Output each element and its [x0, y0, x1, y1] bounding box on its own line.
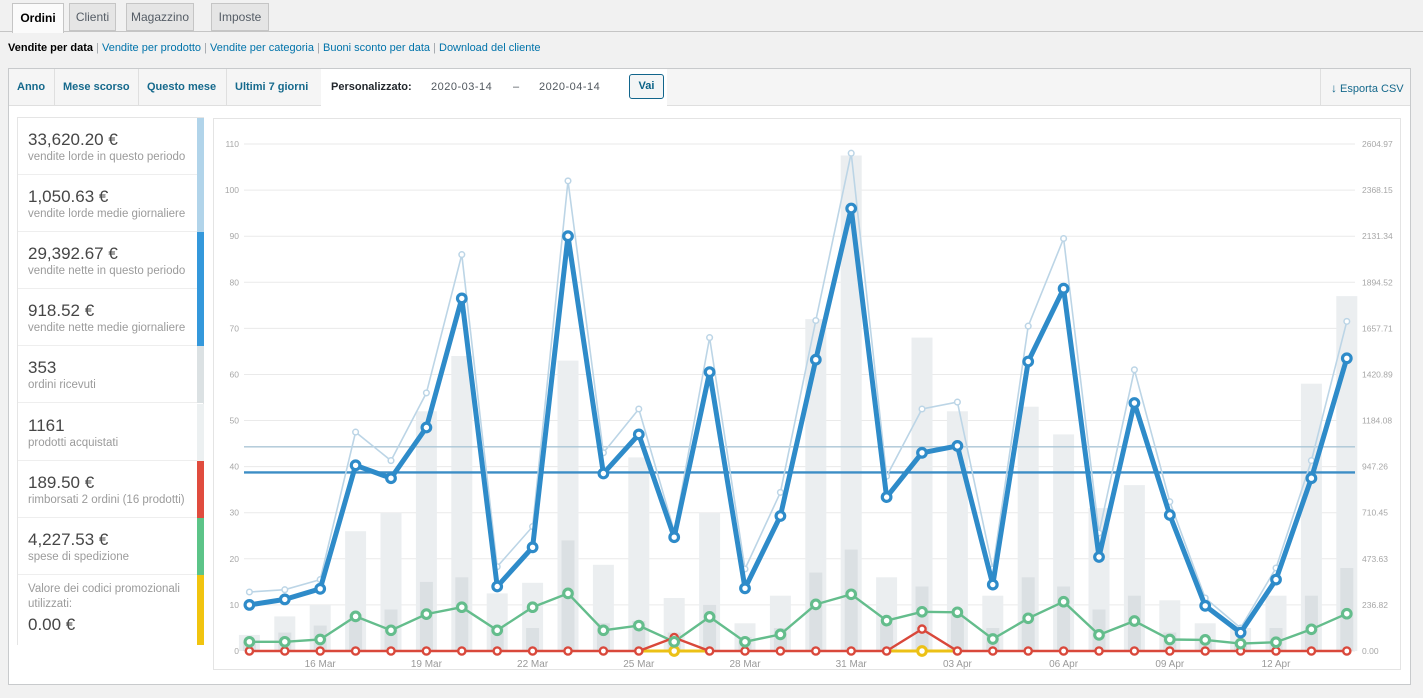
svg-text:31 Mar: 31 Mar — [836, 659, 868, 670]
svg-text:2368.15: 2368.15 — [1362, 185, 1393, 195]
svg-text:50: 50 — [230, 416, 240, 426]
svg-text:100: 100 — [225, 185, 239, 195]
svg-text:1184.08: 1184.08 — [1362, 416, 1392, 426]
svg-text:70: 70 — [230, 323, 240, 333]
svg-text:12 Apr: 12 Apr — [1262, 659, 1292, 670]
svg-text:110: 110 — [225, 139, 239, 149]
svg-text:09 Apr: 09 Apr — [1155, 659, 1185, 670]
svg-text:40: 40 — [230, 462, 240, 472]
svg-text:0: 0 — [234, 646, 239, 656]
svg-text:30: 30 — [230, 508, 240, 518]
svg-text:16 Mar: 16 Mar — [305, 659, 337, 670]
svg-text:20: 20 — [230, 554, 240, 564]
svg-text:80: 80 — [230, 277, 240, 287]
svg-text:19 Mar: 19 Mar — [411, 659, 443, 670]
svg-text:1420.89: 1420.89 — [1362, 370, 1393, 380]
svg-text:03 Apr: 03 Apr — [943, 659, 973, 670]
svg-text:710.45: 710.45 — [1362, 508, 1388, 518]
svg-text:06 Apr: 06 Apr — [1049, 659, 1079, 670]
svg-text:236.82: 236.82 — [1362, 600, 1388, 610]
svg-text:1657.71: 1657.71 — [1362, 323, 1393, 333]
svg-text:28 Mar: 28 Mar — [729, 659, 761, 670]
svg-text:0.00: 0.00 — [1362, 646, 1379, 656]
svg-text:2604.97: 2604.97 — [1362, 139, 1393, 149]
svg-text:473.63: 473.63 — [1362, 554, 1388, 564]
svg-text:25 Mar: 25 Mar — [623, 659, 655, 670]
svg-text:22 Mar: 22 Mar — [517, 659, 549, 670]
svg-text:2131.34: 2131.34 — [1362, 231, 1393, 241]
svg-text:10: 10 — [230, 600, 240, 610]
svg-text:947.26: 947.26 — [1362, 462, 1388, 472]
svg-text:1894.52: 1894.52 — [1362, 277, 1393, 287]
svg-text:90: 90 — [230, 231, 240, 241]
svg-text:60: 60 — [230, 370, 240, 380]
